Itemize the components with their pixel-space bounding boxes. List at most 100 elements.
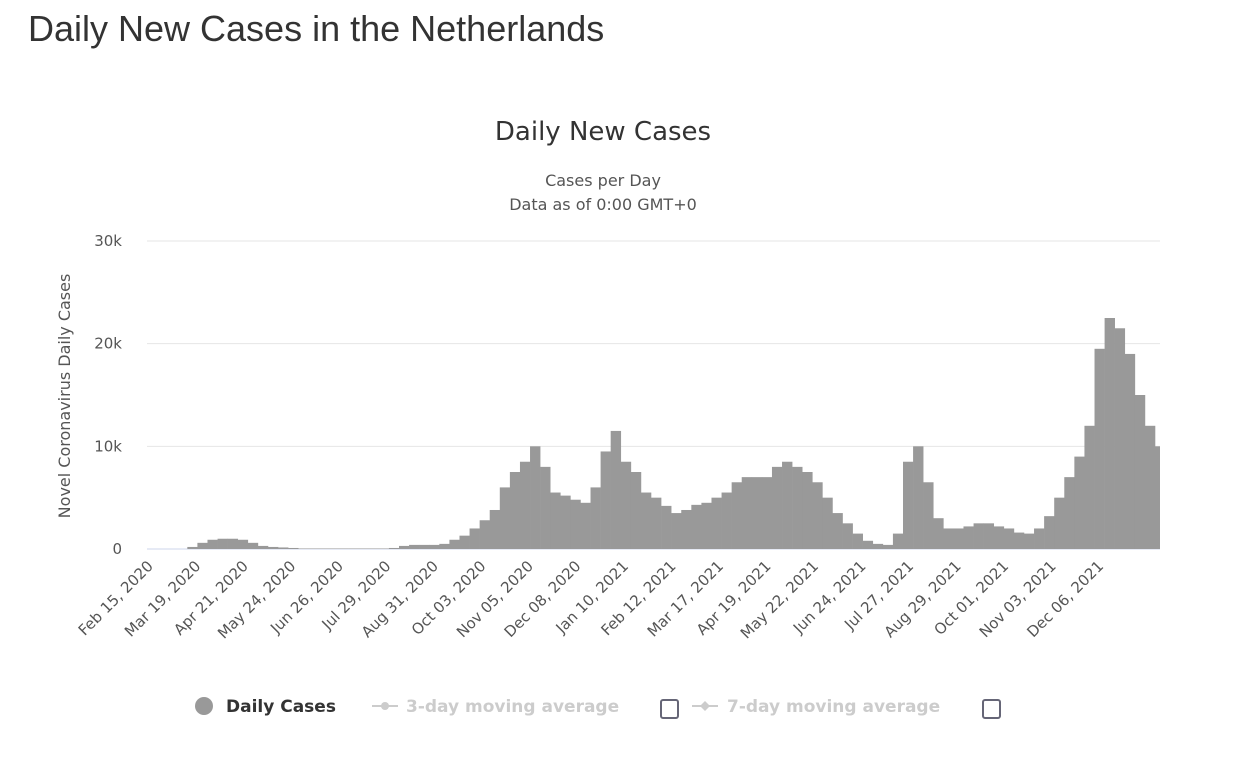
bar[interactable] (540, 466, 551, 549)
bar[interactable] (600, 451, 611, 549)
bar[interactable] (953, 528, 964, 549)
bar[interactable] (620, 461, 632, 549)
bar[interactable] (570, 499, 581, 549)
bar[interactable] (348, 548, 359, 549)
bar[interactable] (479, 520, 491, 549)
bar[interactable] (721, 492, 732, 549)
bar[interactable] (822, 497, 833, 549)
bar[interactable] (590, 487, 601, 549)
bar[interactable] (1084, 425, 1095, 549)
bar[interactable] (257, 545, 269, 549)
bar[interactable] (247, 542, 259, 549)
7-day-average-checkbox[interactable] (982, 699, 1001, 719)
bar[interactable] (792, 466, 803, 549)
bar[interactable] (842, 523, 853, 549)
bar[interactable] (771, 466, 783, 549)
bar[interactable] (1023, 533, 1035, 549)
bar[interactable] (671, 513, 682, 549)
bar[interactable] (388, 547, 400, 549)
bar[interactable] (862, 540, 874, 549)
bar[interactable] (993, 526, 1005, 549)
bar[interactable] (701, 502, 712, 549)
bar[interactable] (429, 544, 440, 549)
bar[interactable] (267, 546, 279, 549)
bar[interactable] (741, 477, 753, 549)
bar[interactable] (308, 548, 319, 549)
bar[interactable] (459, 535, 470, 549)
bar[interactable] (318, 548, 329, 549)
bar[interactable] (651, 497, 662, 549)
bar[interactable] (560, 495, 571, 549)
bar[interactable] (419, 544, 430, 549)
bar[interactable] (197, 542, 208, 549)
bar[interactable] (872, 543, 884, 549)
bar[interactable] (832, 513, 843, 549)
bar[interactable] (892, 533, 904, 549)
bar[interactable] (943, 528, 954, 549)
bar[interactable] (973, 523, 984, 549)
bar[interactable] (1094, 348, 1105, 549)
bar[interactable] (1044, 516, 1055, 549)
bar[interactable] (469, 528, 480, 549)
bar[interactable] (580, 502, 591, 549)
bar[interactable] (519, 461, 531, 549)
bar[interactable] (903, 461, 914, 549)
3-day-average-checkbox[interactable] (660, 699, 679, 719)
bar[interactable] (217, 538, 228, 549)
bar[interactable] (983, 523, 995, 549)
bar[interactable] (298, 548, 309, 549)
bar[interactable] (338, 548, 349, 549)
bar[interactable] (1034, 528, 1045, 549)
bar[interactable] (761, 477, 773, 549)
bar[interactable] (751, 477, 763, 549)
bar[interactable] (378, 548, 390, 549)
bar[interactable] (509, 472, 521, 549)
bar[interactable] (802, 472, 813, 549)
bar[interactable] (782, 461, 793, 549)
bar[interactable] (1054, 497, 1065, 549)
bar[interactable] (852, 533, 863, 549)
bar[interactable] (610, 430, 622, 549)
bar[interactable] (1134, 395, 1146, 549)
bar[interactable] (439, 543, 450, 549)
bar[interactable] (409, 544, 420, 549)
bar[interactable] (1124, 353, 1136, 549)
bar[interactable] (1104, 318, 1115, 549)
bar[interactable] (368, 548, 380, 549)
bar[interactable] (237, 539, 249, 549)
bar[interactable] (711, 497, 722, 549)
bar[interactable] (489, 509, 501, 549)
bar[interactable] (1064, 477, 1075, 549)
bar[interactable] (812, 482, 823, 549)
legend-item-7-day-average[interactable]: 7-day moving average (692, 697, 940, 717)
bar[interactable] (227, 538, 239, 549)
bar[interactable] (1013, 532, 1025, 549)
bar[interactable] (1144, 425, 1156, 549)
bar[interactable] (187, 546, 198, 549)
bar[interactable] (923, 482, 934, 549)
bar[interactable] (661, 505, 672, 549)
bar[interactable] (882, 544, 894, 549)
bar[interactable] (913, 446, 924, 549)
bar[interactable] (1114, 328, 1126, 549)
bar[interactable] (963, 526, 974, 549)
bar[interactable] (358, 548, 370, 549)
bar[interactable] (550, 492, 561, 549)
bar[interactable] (288, 547, 299, 549)
bar[interactable] (1003, 528, 1015, 549)
bar[interactable] (1155, 446, 1160, 549)
bar[interactable] (933, 518, 944, 549)
bar[interactable] (328, 548, 339, 549)
bar[interactable] (640, 492, 652, 549)
legend-item-daily-cases[interactable]: Daily Cases (195, 697, 336, 717)
legend-item-3-day-average[interactable]: 3-day moving average (372, 697, 619, 717)
bar[interactable] (499, 487, 511, 549)
bar[interactable] (681, 509, 692, 549)
bar[interactable] (278, 547, 289, 549)
bar[interactable] (1074, 456, 1085, 549)
bar[interactable] (530, 446, 541, 549)
bar[interactable] (691, 504, 702, 549)
bar[interactable] (731, 482, 743, 549)
bar[interactable] (449, 539, 460, 549)
bar[interactable] (207, 539, 218, 549)
